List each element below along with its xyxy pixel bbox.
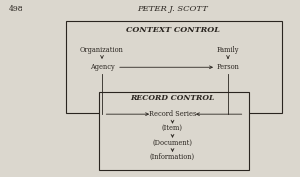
- Bar: [99, 92, 249, 170]
- Text: RECORD CONTROL: RECORD CONTROL: [130, 94, 215, 102]
- Text: (Item): (Item): [162, 124, 183, 132]
- Text: Person: Person: [217, 63, 239, 71]
- Text: (Document): (Document): [152, 138, 193, 147]
- Text: (Information): (Information): [150, 153, 195, 161]
- Text: Family: Family: [217, 45, 239, 54]
- Text: 498: 498: [9, 5, 24, 13]
- Text: PETER J. SCOTT: PETER J. SCOTT: [137, 5, 208, 13]
- Bar: [66, 21, 282, 113]
- Text: Agency: Agency: [90, 63, 114, 71]
- Text: Organization: Organization: [80, 45, 124, 54]
- Text: Record Series: Record Series: [149, 110, 196, 118]
- Text: CONTEXT CONTROL: CONTEXT CONTROL: [126, 26, 219, 34]
